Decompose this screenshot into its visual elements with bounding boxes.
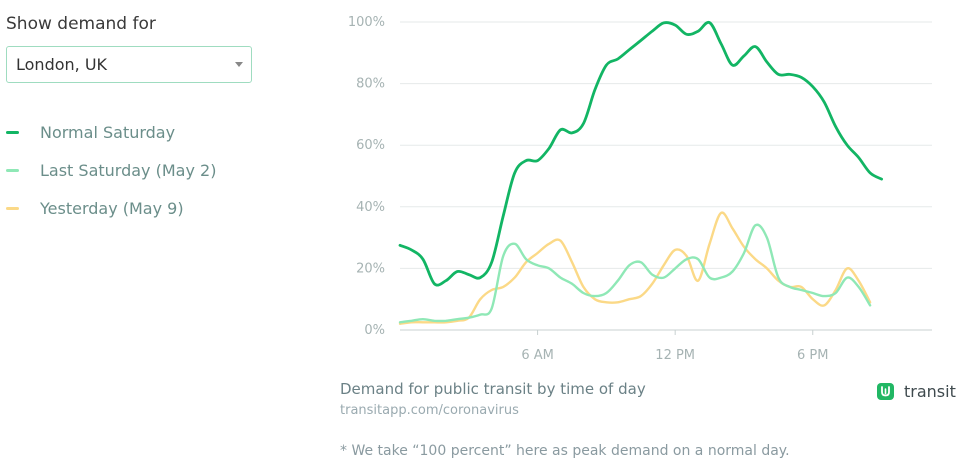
y-tick-label: 0% <box>364 323 385 338</box>
x-tick-label: 6 AM <box>521 348 554 363</box>
y-tick-label: 40% <box>356 200 385 215</box>
legend-item-last-saturday[interactable]: Last Saturday (May 2) <box>6 151 256 189</box>
x-tick-label: 12 PM <box>655 348 695 363</box>
series-line-normal-saturday <box>398 20 883 287</box>
y-tick-label: 60% <box>356 138 385 153</box>
x-tick-label: 6 PM <box>797 348 828 363</box>
city-select[interactable]: London, UK <box>6 46 252 83</box>
chart-caption: Demand for public transit by time of day <box>340 380 646 398</box>
footnote: * We take “100 percent” here as peak dem… <box>340 443 790 459</box>
show-demand-label: Show demand for <box>6 14 156 34</box>
chevron-down-icon <box>235 62 243 67</box>
source-link[interactable]: transitapp.com/coronavirus <box>340 403 519 418</box>
legend-item-yesterday[interactable]: Yesterday (May 9) <box>6 189 256 227</box>
legend-item-normal-saturday[interactable]: Normal Saturday <box>6 113 256 151</box>
legend-label: Normal Saturday <box>40 122 176 142</box>
transit-brand[interactable]: transit <box>877 382 956 401</box>
legend-swatch <box>6 130 19 134</box>
legend-swatch <box>6 168 19 172</box>
y-tick-label: 100% <box>348 15 385 30</box>
y-tick-label: 20% <box>356 261 385 276</box>
legend-swatch <box>6 206 19 210</box>
legend-label: Yesterday (May 9) <box>40 198 184 218</box>
controls-panel: Show demand for London, UK Normal Saturd… <box>6 14 256 227</box>
y-tick-label: 80% <box>356 77 385 92</box>
chart-legend: Normal Saturday Last Saturday (May 2) Ye… <box>6 113 256 227</box>
series-line-last-saturday-may-2 <box>398 223 872 324</box>
transit-logo-icon <box>877 383 894 400</box>
legend-label: Last Saturday (May 2) <box>40 160 217 180</box>
city-select-value: London, UK <box>16 55 108 74</box>
brand-text: transit <box>904 382 956 401</box>
demand-chart: 0% 20% 40% 60% 80% 100% 6 AM 12 PM 6 PM <box>348 15 932 363</box>
